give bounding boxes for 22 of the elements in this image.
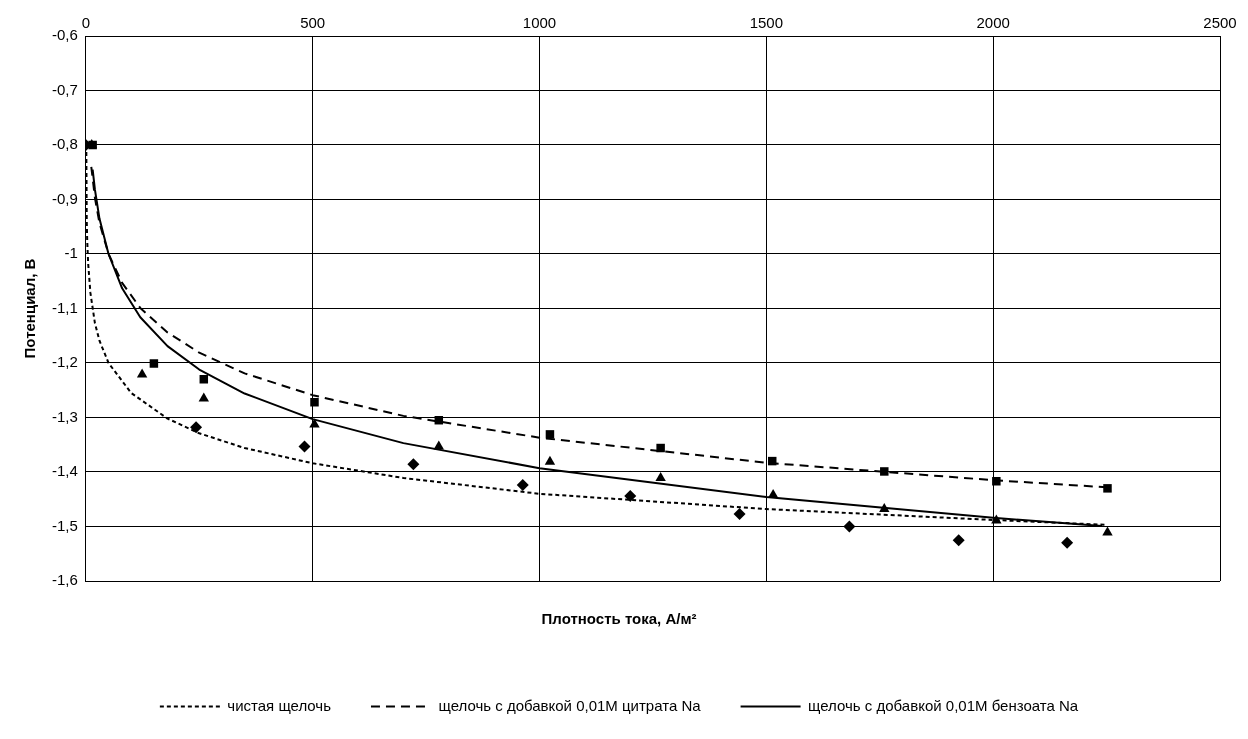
y-tick-label: -1,1: [51, 298, 78, 316]
y-tick-label: -1,2: [51, 353, 78, 371]
y-tick-label: -1: [64, 244, 78, 262]
y-tick-label: -1,4: [51, 462, 78, 480]
y-axis-title: Потенциал, В: [21, 258, 39, 359]
y-tick-label: -0,7: [51, 80, 78, 98]
y-tick-label: -0,8: [51, 135, 78, 153]
y-tick-label: -1,5: [51, 516, 78, 534]
legend-label: щелочь с добавкой 0,01М бензоата Na: [808, 696, 1079, 714]
legend-label: щелочь с добавкой 0,01М цитрата Na: [438, 696, 702, 714]
y-tick-label: -1,3: [51, 407, 78, 425]
x-tick-label: 2000: [976, 14, 1010, 32]
y-tick-label: -0,6: [51, 26, 78, 44]
x-tick-label: 2500: [1203, 14, 1237, 32]
x-axis-title: Плотность тока, А/м²: [541, 610, 697, 628]
y-tick-label: -0,9: [51, 189, 78, 207]
x-tick-label: 1000: [522, 14, 557, 32]
legend-label: чистая щелочь: [227, 696, 332, 714]
x-tick-label: 500: [300, 14, 326, 32]
x-tick-label: 1500: [749, 14, 784, 32]
x-tick-label: 0: [81, 14, 91, 32]
y-tick-label: -1,6: [51, 571, 78, 589]
